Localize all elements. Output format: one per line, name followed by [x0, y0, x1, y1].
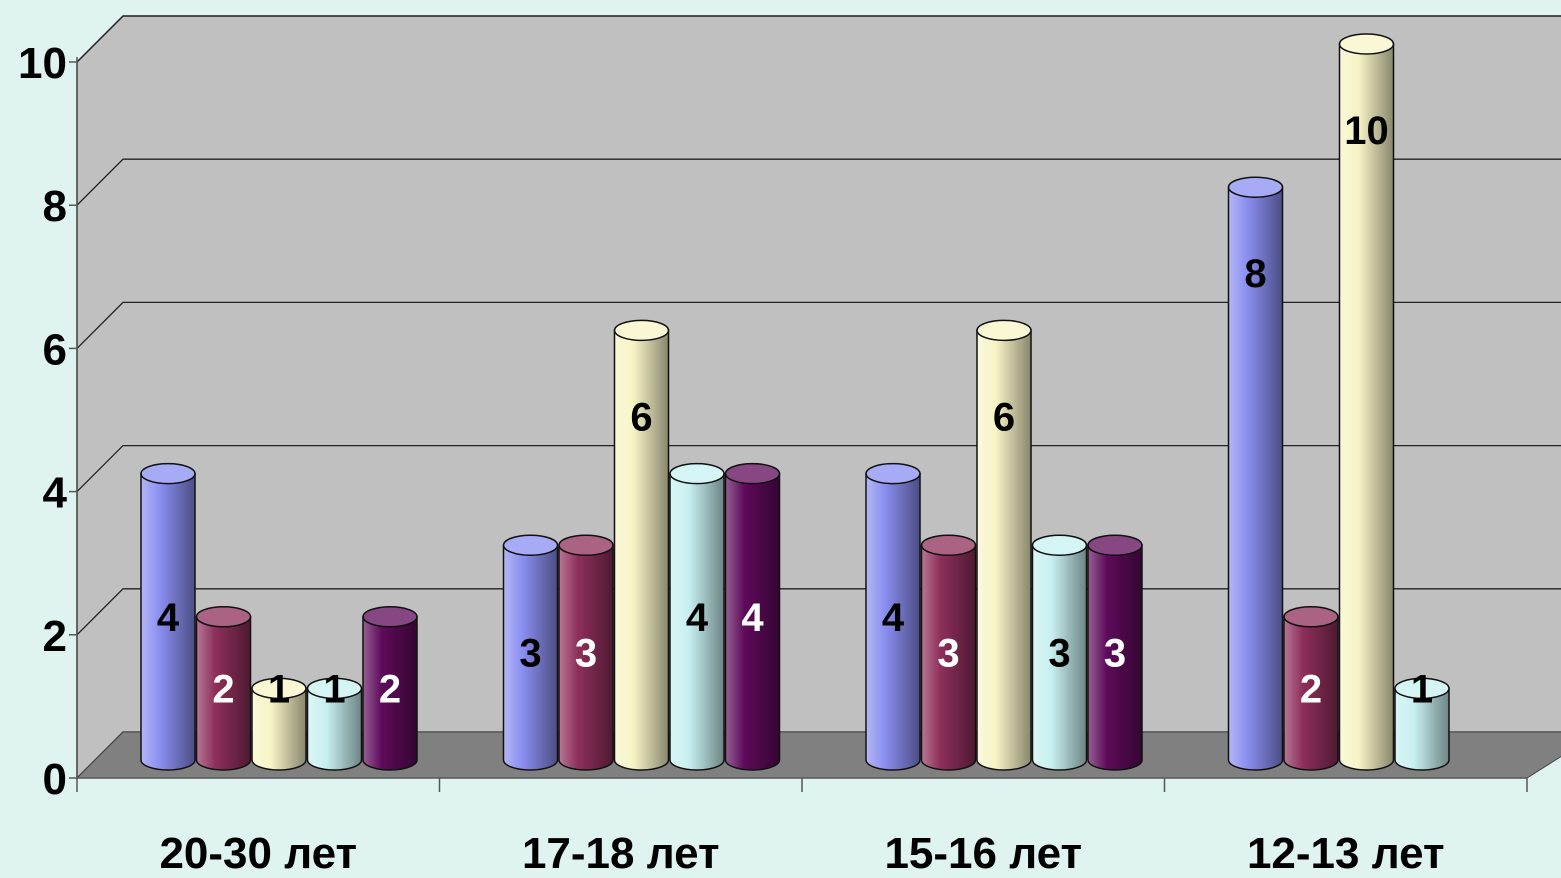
gridline — [76, 15, 1561, 63]
bar-body — [502, 544, 559, 771]
data-label: 3 — [519, 632, 541, 676]
data-label: 3 — [1048, 632, 1070, 676]
bar-body — [1283, 616, 1339, 771]
y-tick-label: 2 — [43, 612, 67, 661]
category-label: 17-18 лет — [522, 829, 720, 878]
bar: 4 — [724, 462, 781, 771]
y-tick-label: 6 — [43, 325, 67, 374]
y-tick-label: 0 — [43, 755, 67, 804]
bar: 3 — [920, 534, 977, 771]
category-axis: 20-30 лет 17-18 лет 15-16 лет 12-13 лет — [76, 777, 1528, 878]
data-label: 2 — [212, 667, 234, 711]
bar-body — [1087, 544, 1143, 771]
bar-top — [195, 606, 252, 628]
bar: 2 — [362, 606, 418, 771]
bar-body — [613, 329, 670, 771]
bar-top — [1227, 176, 1284, 198]
data-label: 1 — [1411, 667, 1433, 711]
bar: 10 — [1338, 33, 1395, 771]
bar-top — [251, 677, 307, 700]
bar: 3 — [558, 534, 614, 771]
bar: 1 — [306, 667, 363, 771]
bar: 8 — [1227, 176, 1284, 771]
bar-body — [195, 616, 252, 771]
bar-top — [976, 319, 1032, 342]
data-label: 4 — [882, 596, 905, 640]
data-label: 2 — [379, 667, 401, 711]
bar-body — [306, 687, 363, 771]
value-axis: 0 2 4 6 8 10 — [18, 39, 78, 804]
bar: 1 — [251, 667, 307, 771]
bar-body — [669, 472, 725, 771]
data-label: 1 — [268, 667, 290, 711]
data-label: 6 — [993, 395, 1015, 439]
bar-body — [920, 544, 977, 771]
data-label: 4 — [157, 596, 180, 640]
bar: 6 — [613, 319, 670, 771]
bar-top — [362, 606, 418, 628]
bar-body — [724, 472, 781, 771]
bar-body — [558, 544, 614, 771]
bar: 3 — [1031, 534, 1088, 771]
bar-body — [1031, 544, 1088, 771]
y-tick-label: 4 — [43, 469, 68, 518]
bar-body — [251, 687, 307, 771]
bar-top — [1031, 534, 1088, 556]
bar-top — [669, 462, 725, 485]
bar: 4 — [140, 462, 196, 771]
bar: 2 — [195, 606, 252, 771]
bar-top — [306, 677, 363, 700]
bar-top — [502, 534, 559, 556]
y-tick-label: 8 — [43, 182, 67, 231]
bar-top — [1394, 677, 1450, 700]
data-label: 8 — [1244, 252, 1266, 296]
bar-body — [362, 616, 418, 771]
bar-top — [1338, 33, 1395, 55]
data-label: 4 — [686, 596, 709, 640]
y-tick-label: 10 — [18, 39, 67, 88]
bar: 6 — [976, 319, 1032, 771]
bar-top — [724, 462, 781, 485]
gridline — [76, 158, 1561, 206]
bar: 4 — [669, 462, 725, 771]
bar-top — [613, 319, 670, 342]
data-label: 1 — [323, 667, 345, 711]
data-label: 4 — [741, 596, 764, 640]
bar-body — [865, 472, 921, 771]
bar-top — [865, 462, 921, 485]
category-label: 15-16 лет — [884, 829, 1082, 878]
bar-top — [140, 462, 196, 485]
bar-top — [1283, 606, 1339, 628]
bar-top — [920, 534, 977, 556]
bar-body — [976, 329, 1032, 771]
gridline — [76, 301, 1561, 349]
bar: 4 — [865, 462, 921, 771]
gridline — [76, 444, 1561, 493]
bar-top — [558, 534, 614, 556]
data-label: 3 — [1104, 632, 1126, 676]
bar-body — [1394, 687, 1450, 771]
category-label: 20-30 лет — [159, 829, 357, 878]
bar-body — [140, 472, 196, 771]
bar: 3 — [1087, 534, 1143, 771]
data-label: 10 — [1344, 109, 1389, 153]
bar: 3 — [502, 534, 559, 771]
bar: 2 — [1283, 606, 1339, 771]
bar: 1 — [1394, 667, 1450, 771]
data-label: 3 — [937, 632, 959, 676]
data-label: 3 — [575, 632, 597, 676]
bar-top — [1087, 534, 1143, 556]
chart-walls — [75, 15, 1561, 780]
data-label: 6 — [630, 395, 652, 439]
category-label: 12-13 лет — [1247, 829, 1445, 878]
bar-body — [1227, 186, 1284, 771]
data-label: 2 — [1300, 667, 1322, 711]
bar-body — [1338, 43, 1395, 771]
